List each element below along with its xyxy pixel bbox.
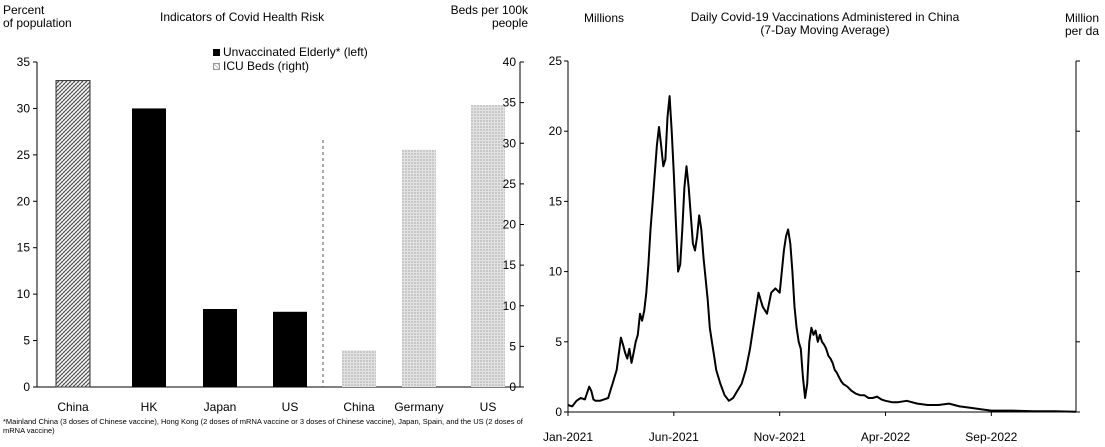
x-tick-label: Germany — [394, 400, 443, 414]
right-tick-label: 0 — [509, 380, 516, 394]
left-tick-label: 10 — [17, 287, 31, 301]
covid-risk-chart-canvas: China HK Japan US China Germany US 0 5 10 15 20 25 3… — [17, 55, 524, 414]
bar-unvaccinated-hk — [132, 108, 166, 387]
left-tick-label: 35 — [17, 55, 31, 69]
x-tick-label: Sep-2022 — [965, 430, 1017, 444]
legend-swatch-black — [213, 48, 220, 56]
bar-icu-china — [342, 350, 376, 387]
right-tick-label: 30 — [503, 136, 517, 150]
covid-risk-chart: China HK Japan US China Germany US 0 5 10 15 20 25 3… — [0, 0, 540, 447]
bar-unvaccinated-japan — [203, 309, 237, 387]
footnote: *Mainland China (3 doses of Chinese vacc… — [3, 417, 523, 435]
x-tick-label: HK — [141, 400, 158, 414]
vaccinations-chart: 0 5 10 15 20 25 Jan-2021 Jun-2021 Nov-2021 Apr-20… — [540, 0, 1105, 447]
legend-swatch-dotted — [213, 62, 220, 70]
left-tick-label: 15 — [17, 241, 31, 255]
vaccinations-line — [567, 95, 1077, 413]
y-tick-label: 5 — [555, 335, 562, 349]
y-tick-label: 20 — [549, 124, 563, 138]
right-tick-label: 40 — [503, 55, 517, 69]
y-tick-label: 25 — [549, 54, 563, 68]
x-tick-label: China — [57, 400, 89, 414]
left-tick-label: 25 — [17, 148, 31, 162]
left-tick-label: 0 — [23, 380, 30, 394]
bar-icu-germany — [402, 149, 436, 387]
left-axis-title: Percent of population — [3, 3, 72, 30]
x-tick-label: Jan-2021 — [543, 430, 593, 444]
bar-icu-us — [471, 105, 505, 387]
right-tick-label: 20 — [503, 218, 517, 232]
chart-title: Indicators of Covid Health Risk — [160, 10, 325, 24]
left-tick-label: 5 — [23, 334, 30, 348]
bar-unvaccinated-us — [273, 311, 307, 387]
chart-title-vacc: Daily Covid-19 Vaccinations Administered… — [690, 10, 960, 37]
y-axis-title: Millions — [584, 11, 625, 25]
legend-item-icu: ICU Beds (right) — [213, 59, 368, 73]
y-tick-label: 15 — [549, 194, 563, 208]
right-tick-label: 35 — [503, 96, 517, 110]
legend: Unvaccinated Elderly* (left) ICU Beds (r… — [213, 45, 368, 73]
vaccinations-chart-canvas: 0 5 10 15 20 25 Jan-2021 Jun-2021 Nov-2021 Apr-20… — [543, 54, 1080, 444]
right-axis-title: Beds per 100k people — [450, 3, 528, 30]
right-axis-title-vacc: Million per da — [1065, 11, 1100, 38]
bar-unvaccinated-china — [55, 80, 91, 388]
right-tick-label: 10 — [503, 299, 517, 313]
legend-item-unvaccinated: Unvaccinated Elderly* (left) — [213, 45, 368, 59]
x-tick-label: Jun-2021 — [649, 430, 699, 444]
left-tick-label: 20 — [17, 194, 31, 208]
right-tick-label: 5 — [509, 339, 516, 353]
x-tick-label: Apr-2022 — [861, 430, 911, 444]
y-tick-label: 0 — [555, 405, 562, 419]
x-tick-label: US — [282, 400, 299, 414]
left-tick-label: 30 — [17, 101, 31, 115]
y-tick-label: 10 — [549, 265, 563, 279]
right-tick-label: 25 — [503, 177, 517, 191]
x-tick-label: Nov-2021 — [754, 430, 806, 444]
right-tick-label: 15 — [503, 258, 517, 272]
x-tick-label: Japan — [204, 400, 237, 414]
x-tick-label: China — [343, 400, 375, 414]
x-tick-label: US — [480, 400, 497, 414]
